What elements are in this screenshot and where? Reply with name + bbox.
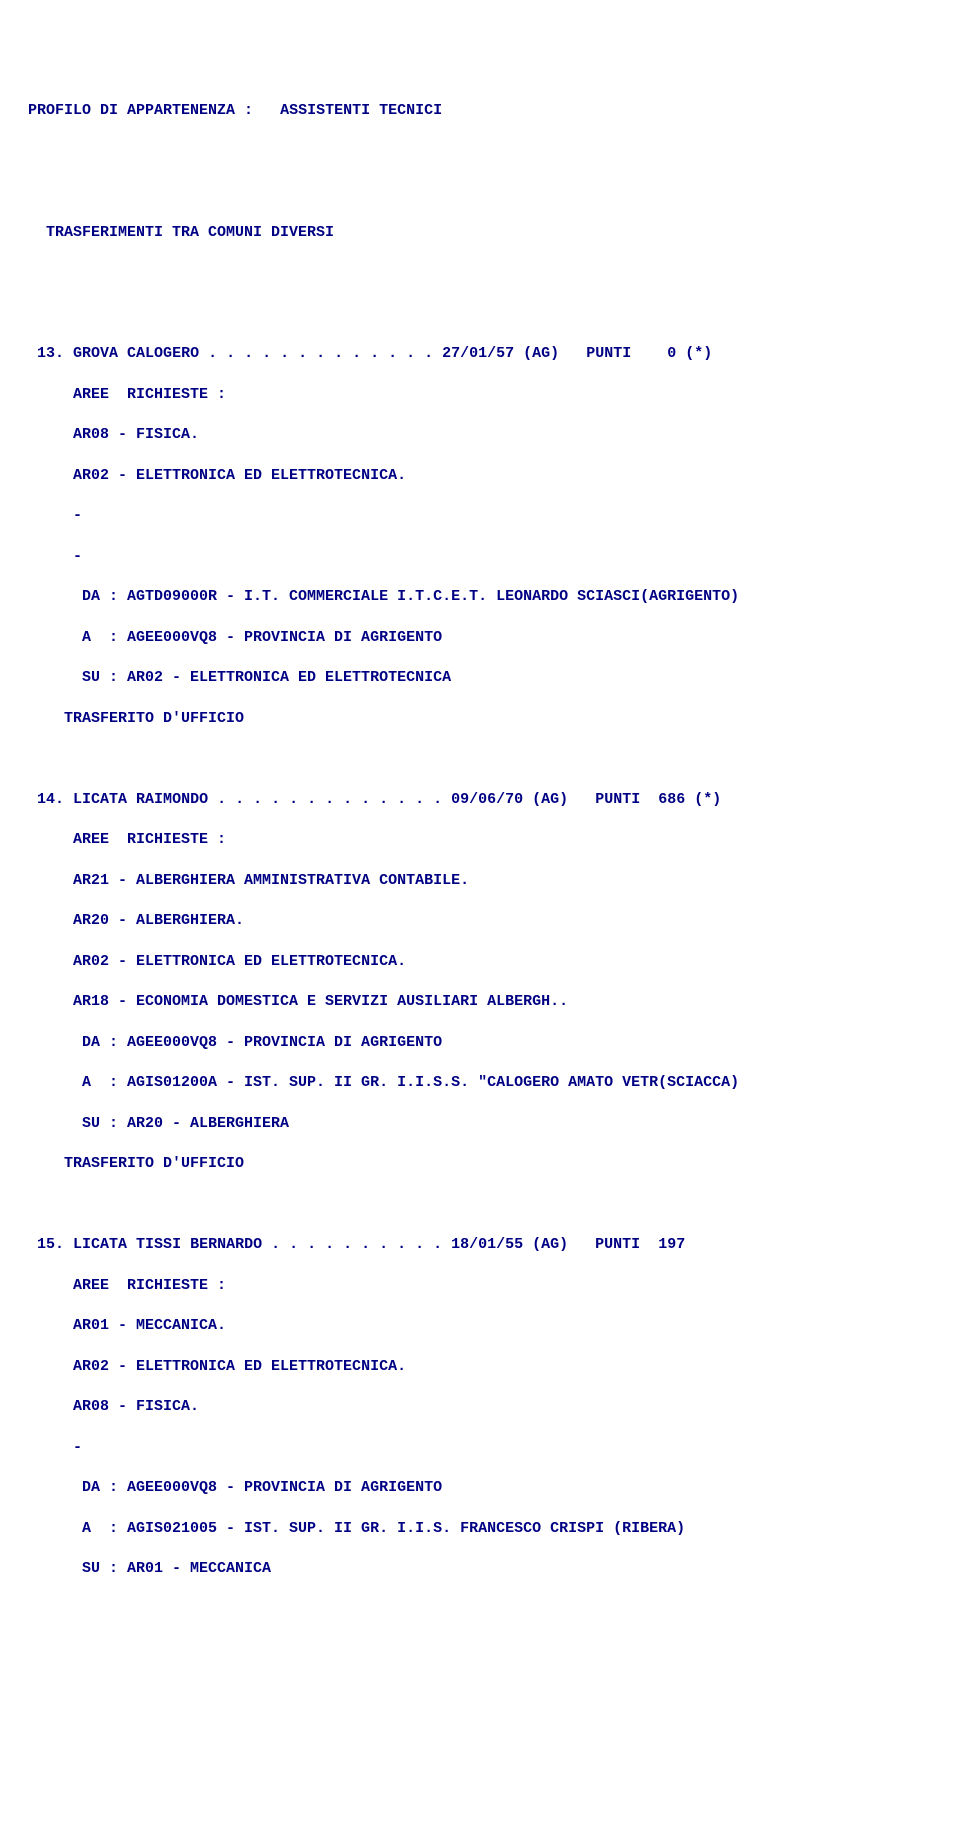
blank: [28, 1640, 932, 1660]
aree-item: -: [28, 506, 932, 526]
aree-item: AR18 - ECONOMIA DOMESTICA E SERVIZI AUSI…: [28, 992, 932, 1012]
aree-item: AR20 - ALBERGHIERA.: [28, 911, 932, 931]
da-line: DA : AGEE000VQ8 - PROVINCIA DI AGRIGENTO: [28, 1478, 932, 1498]
blank: [28, 182, 932, 202]
aree-label: AREE RICHIESTE :: [28, 830, 932, 850]
aree-item: -: [28, 547, 932, 567]
aree-item: AR21 - ALBERGHIERA AMMINISTRATIVA CONTAB…: [28, 871, 932, 891]
su-line: SU : AR20 - ALBERGHIERA: [28, 1114, 932, 1134]
aree-item: AR01 - MECCANICA.: [28, 1316, 932, 1336]
profile-label: PROFILO DI APPARTENENZA :: [28, 102, 253, 119]
su-line: SU : AR01 - MECCANICA: [28, 1559, 932, 1579]
aree-item: AR02 - ELETTRONICA ED ELETTROTECNICA.: [28, 952, 932, 972]
aree-item: -: [28, 1438, 932, 1458]
da-line: DA : AGTD09000R - I.T. COMMERCIALE I.T.C…: [28, 587, 932, 607]
aree-label: AREE RICHIESTE :: [28, 1276, 932, 1296]
blank: [28, 1762, 932, 1782]
aree-item: AR08 - FISICA.: [28, 425, 932, 445]
profile-value: ASSISTENTI TECNICI: [280, 102, 442, 119]
aree-item: AR02 - ELETTRONICA ED ELETTROTECNICA.: [28, 1357, 932, 1377]
aree-label: AREE RICHIESTE :: [28, 385, 932, 405]
blank: [28, 1600, 932, 1620]
a-line: A : AGIS021005 - IST. SUP. II GR. I.I.S.…: [28, 1519, 932, 1539]
profile-line: PROFILO DI APPARTENENZA : ASSISTENTI TEC…: [28, 101, 932, 121]
a-line: A : AGEE000VQ8 - PROVINCIA DI AGRIGENTO: [28, 628, 932, 648]
blank: [28, 304, 932, 324]
blank: [28, 1721, 932, 1741]
blank: [28, 1802, 932, 1822]
blank: [28, 749, 932, 769]
entry-header: 13. GROVA CALOGERO . . . . . . . . . . .…: [28, 344, 932, 364]
trasf-line: TRASFERITO D'UFFICIO: [28, 1154, 932, 1174]
aree-item: AR08 - FISICA.: [28, 1397, 932, 1417]
blank: [28, 1681, 932, 1701]
section-title: TRASFERIMENTI TRA COMUNI DIVERSI: [28, 223, 932, 243]
da-line: DA : AGEE000VQ8 - PROVINCIA DI AGRIGENTO: [28, 1033, 932, 1053]
entry-header: 15. LICATA TISSI BERNARDO . . . . . . . …: [28, 1235, 932, 1255]
blank: [28, 142, 932, 162]
su-line: SU : AR02 - ELETTRONICA ED ELETTROTECNIC…: [28, 668, 932, 688]
trasf-line: TRASFERITO D'UFFICIO: [28, 709, 932, 729]
blank: [28, 263, 932, 283]
a-line: A : AGIS01200A - IST. SUP. II GR. I.I.S.…: [28, 1073, 932, 1093]
blank: [28, 1195, 932, 1215]
aree-item: AR02 - ELETTRONICA ED ELETTROTECNICA.: [28, 466, 932, 486]
entry-header: 14. LICATA RAIMONDO . . . . . . . . . . …: [28, 790, 932, 810]
